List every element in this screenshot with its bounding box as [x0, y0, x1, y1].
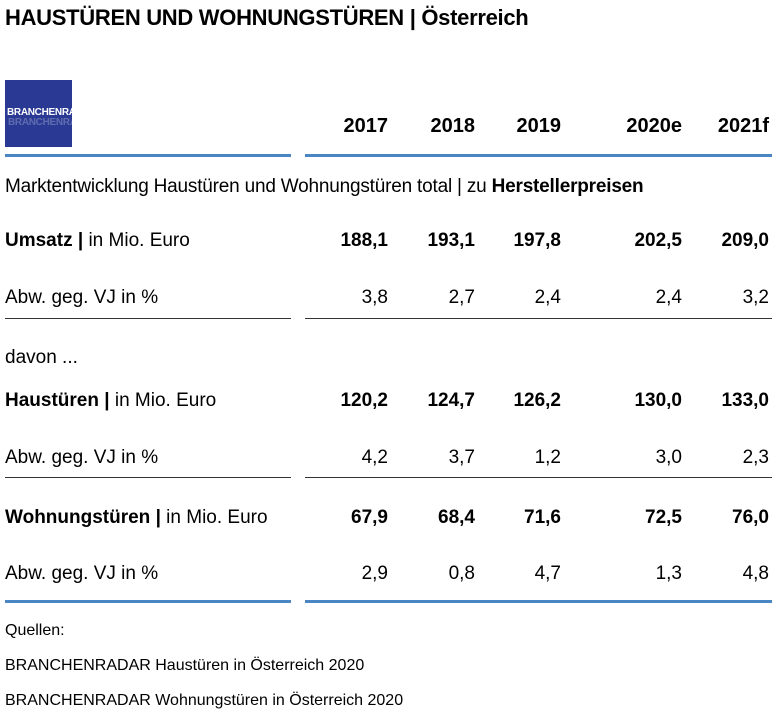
cell-haustueren-2019: 126,2	[513, 390, 561, 411]
row-label-umsatz: Umsatz | in Mio. Euro	[5, 230, 190, 252]
row-label-davon: davon ...	[5, 347, 78, 368]
row-label-umsatz-rest: in Mio. Euro	[83, 230, 190, 251]
cell-wohnungstueren-abw-2021f: 4,8	[742, 563, 769, 584]
cell-umsatz-abw-2017: 3,8	[361, 287, 388, 308]
year-header-2019: 2019	[516, 115, 562, 137]
row-label-haustueren-bold: Haustüren |	[5, 390, 110, 411]
row-label-wohnungstueren-bold: Wohnungstüren |	[5, 507, 161, 528]
row-label-wohnungstueren-rest: in Mio. Euro	[160, 507, 268, 528]
cell-wohnungstueren-2018: 68,4	[438, 507, 475, 528]
divider-umsatz-right	[305, 318, 772, 319]
cell-haustueren-2021f: 133,0	[721, 390, 769, 411]
year-header-2018: 2018	[430, 115, 476, 137]
row-label-umsatz-abw: Abw. geg. VJ in %	[5, 287, 159, 308]
cell-haustueren-abw-2021f: 2,3	[742, 447, 769, 468]
cell-haustueren-abw-2020e: 3,0	[655, 447, 682, 468]
page-title: HAUSTÜREN UND WOHNUNGSTÜREN | Österreich	[5, 5, 529, 30]
branchenradar-logo: BRANCHENRADAR BRANCHENRADAR	[5, 80, 98, 147]
cell-haustueren-abw-2018: 3,7	[448, 447, 475, 468]
cell-umsatz-abw-2020e: 2,4	[655, 287, 682, 308]
footer-rule-left	[5, 600, 291, 603]
cell-haustueren-abw-2017: 4,2	[361, 447, 388, 468]
cell-wohnungstueren-2020e: 72,5	[645, 507, 682, 528]
year-header-2017: 2017	[343, 115, 389, 137]
cell-wohnungstueren-2017: 67,9	[351, 507, 388, 528]
cell-haustueren-abw-2019: 1,2	[534, 447, 561, 468]
cell-wohnungstueren-2019: 71,6	[524, 507, 561, 528]
row-label-wohnungstueren: Wohnungstüren | in Mio. Euro	[5, 507, 268, 529]
cell-umsatz-2017: 188,1	[340, 230, 388, 251]
logo-text: BRANCHENRADAR	[7, 107, 97, 118]
divider-haustueren-left	[5, 477, 291, 478]
row-label-wohnungstueren-abw: Abw. geg. VJ in %	[5, 563, 159, 584]
cell-haustueren-2020e: 130,0	[634, 390, 682, 411]
row-label-haustueren: Haustüren | in Mio. Euro	[5, 390, 216, 412]
source-item-haustueren: BRANCHENRADAR Haustüren in Österreich 20…	[5, 657, 365, 674]
cell-wohnungstueren-abw-2019: 4,7	[534, 563, 561, 584]
cell-umsatz-abw-2019: 2,4	[534, 287, 561, 308]
cell-umsatz-2019: 197,8	[513, 230, 561, 251]
cell-wohnungstueren-abw-2017: 2,9	[361, 563, 388, 584]
cell-umsatz-abw-2018: 2,7	[448, 287, 475, 308]
row-label-haustueren-rest: in Mio. Euro	[109, 390, 217, 411]
cell-umsatz-2021f: 209,0	[721, 230, 769, 251]
header-rule-left	[5, 154, 291, 157]
year-header-2020e: 2020e	[626, 115, 682, 137]
footer-rule-right	[305, 600, 772, 603]
logo-ghost-text: BRANCHENRADAR	[8, 117, 98, 128]
cell-wohnungstueren-abw-2018: 0,8	[448, 563, 475, 584]
header-rule-right	[305, 154, 772, 157]
divider-haustueren-right	[305, 477, 772, 478]
section-heading-prefix: Marktentwicklung Haustüren und Wohnungst…	[5, 176, 492, 197]
cell-umsatz-2018: 193,1	[427, 230, 475, 251]
divider-umsatz-left	[5, 318, 291, 319]
cell-umsatz-2020e: 202,5	[634, 230, 682, 251]
cell-umsatz-abw-2021f: 3,2	[742, 287, 769, 308]
year-header-2021f: 2021f	[717, 115, 769, 137]
cell-haustueren-2018: 124,7	[427, 390, 475, 411]
section-heading-bold: Herstellerpreisen	[491, 176, 644, 197]
sources-heading: Quellen:	[5, 622, 65, 639]
cell-wohnungstueren-2021f: 76,0	[732, 507, 769, 528]
row-label-haustueren-abw: Abw. geg. VJ in %	[5, 447, 159, 468]
section-heading: Marktentwicklung Haustüren und Wohnungst…	[5, 176, 644, 198]
cell-wohnungstueren-abw-2020e: 1,3	[655, 563, 682, 584]
source-item-wohnungstueren: BRANCHENRADAR Wohnungstüren in Österreic…	[5, 692, 404, 709]
cell-haustueren-2017: 120,2	[340, 390, 388, 411]
row-label-umsatz-bold: Umsatz |	[5, 230, 84, 251]
